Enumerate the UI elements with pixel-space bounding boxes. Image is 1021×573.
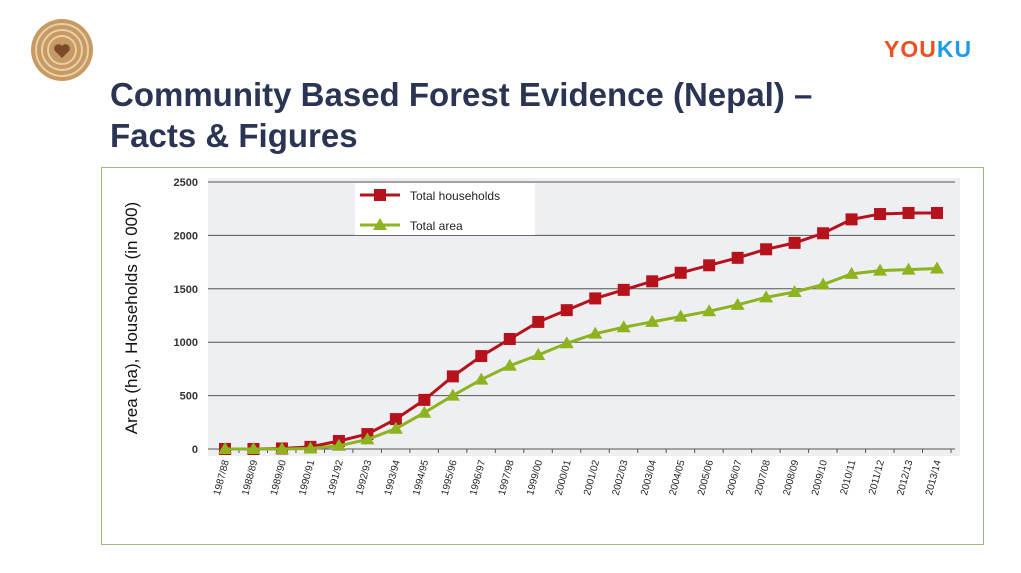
x-tick-label: 1991/92 xyxy=(326,459,346,497)
y-tick-label: 2500 xyxy=(174,177,198,189)
y-tick-label: 0 xyxy=(192,444,198,456)
area-point xyxy=(360,432,375,445)
plot-background xyxy=(208,178,960,456)
y-tick-label: 1000 xyxy=(174,337,198,349)
area-point xyxy=(474,372,489,385)
area-point xyxy=(730,297,745,310)
households-point xyxy=(560,304,573,317)
x-tick-label: 1995/96 xyxy=(440,459,460,497)
area-point xyxy=(331,438,346,451)
households-point xyxy=(646,275,659,288)
x-tick-label: 2004/05 xyxy=(668,459,688,497)
households-point xyxy=(931,206,943,219)
x-tick-label: 2008/09 xyxy=(782,459,802,497)
legend-area: Total area xyxy=(410,219,463,233)
area-point xyxy=(531,348,546,361)
y-tick-label: 2000 xyxy=(174,230,198,242)
households-point xyxy=(874,208,887,221)
legend-square-marker xyxy=(374,189,386,201)
x-tick-label: 2012/13 xyxy=(895,459,915,497)
area-point xyxy=(559,336,574,349)
households-point xyxy=(475,350,488,363)
area-point xyxy=(616,320,631,333)
x-tick-label: 2006/07 xyxy=(725,459,745,497)
households-point xyxy=(446,370,459,383)
title-line-1: Community Based Forest Evidence (Nepal) … xyxy=(110,76,813,113)
area-point xyxy=(218,442,232,454)
x-tick-label: 2005/06 xyxy=(696,459,716,497)
x-tick-label: 2002/03 xyxy=(611,459,631,497)
x-tick-label: 1992/93 xyxy=(354,459,374,497)
legend-households: Total households xyxy=(410,189,500,203)
x-tick-label: 2001/02 xyxy=(582,459,602,497)
area-point xyxy=(787,285,802,298)
area-point xyxy=(303,441,318,454)
households-point xyxy=(817,227,830,240)
slide-title: Community Based Forest Evidence (Nepal) … xyxy=(110,74,812,156)
x-tick-label: 1993/94 xyxy=(383,459,403,497)
area-point xyxy=(930,261,944,274)
area-point xyxy=(388,421,403,434)
logo-icon xyxy=(31,19,93,81)
x-tick-label: 1988/89 xyxy=(240,459,260,497)
area-point xyxy=(901,262,916,275)
y-tick-label: 500 xyxy=(180,391,198,403)
area-point xyxy=(274,442,289,454)
x-tick-label: 1994/95 xyxy=(411,459,431,497)
area-point xyxy=(844,266,859,279)
x-tick-label: 1997/98 xyxy=(497,459,517,497)
y-axis-label: Area (ha), Households (in 000) xyxy=(122,202,141,434)
area-point xyxy=(702,304,717,317)
households-point xyxy=(617,283,630,296)
legend-triangle-marker xyxy=(373,218,387,230)
area-point xyxy=(673,309,688,322)
x-tick-label: 2010/11 xyxy=(839,459,859,496)
x-tick-label: 2003/04 xyxy=(639,459,659,497)
x-tick-label: 1996/97 xyxy=(468,459,488,497)
x-tick-label: 2000/01 xyxy=(554,459,574,497)
households-point xyxy=(703,259,716,272)
households-point xyxy=(788,236,801,249)
households-point xyxy=(589,292,602,305)
households-point xyxy=(731,251,744,264)
households-point xyxy=(389,413,402,426)
households-point xyxy=(760,243,773,256)
area-point xyxy=(588,326,603,339)
title-line-2: Facts & Figures xyxy=(110,117,358,154)
x-tick-label: 2007/08 xyxy=(753,459,773,497)
chart-frame xyxy=(101,167,984,545)
legend: Total households Total area xyxy=(355,183,535,235)
households-point xyxy=(532,315,545,328)
area-point xyxy=(417,405,432,418)
area-point xyxy=(645,314,660,327)
x-tick-label: 1999/00 xyxy=(525,459,545,497)
x-tick-label: 2013/14 xyxy=(924,459,944,497)
x-tick-label: 2009/10 xyxy=(810,459,830,497)
youku-watermark: YOUKU xyxy=(884,36,973,62)
area-point xyxy=(445,388,460,401)
households-point xyxy=(674,266,687,279)
households-point xyxy=(503,332,516,345)
households-point xyxy=(902,206,915,219)
households-point xyxy=(418,393,431,406)
x-tick-label: 1989/90 xyxy=(269,459,289,497)
area-point xyxy=(873,263,888,276)
x-tick-label: 1987/88 xyxy=(212,459,232,497)
area-point xyxy=(502,358,517,371)
area-point xyxy=(246,442,261,454)
x-tick-label: 1990/91 xyxy=(297,459,317,497)
y-tick-label: 1500 xyxy=(174,284,198,296)
area-point xyxy=(759,290,774,303)
households-point xyxy=(845,213,858,226)
x-tick-label: 2011/12 xyxy=(867,459,887,496)
area-point xyxy=(816,277,831,290)
